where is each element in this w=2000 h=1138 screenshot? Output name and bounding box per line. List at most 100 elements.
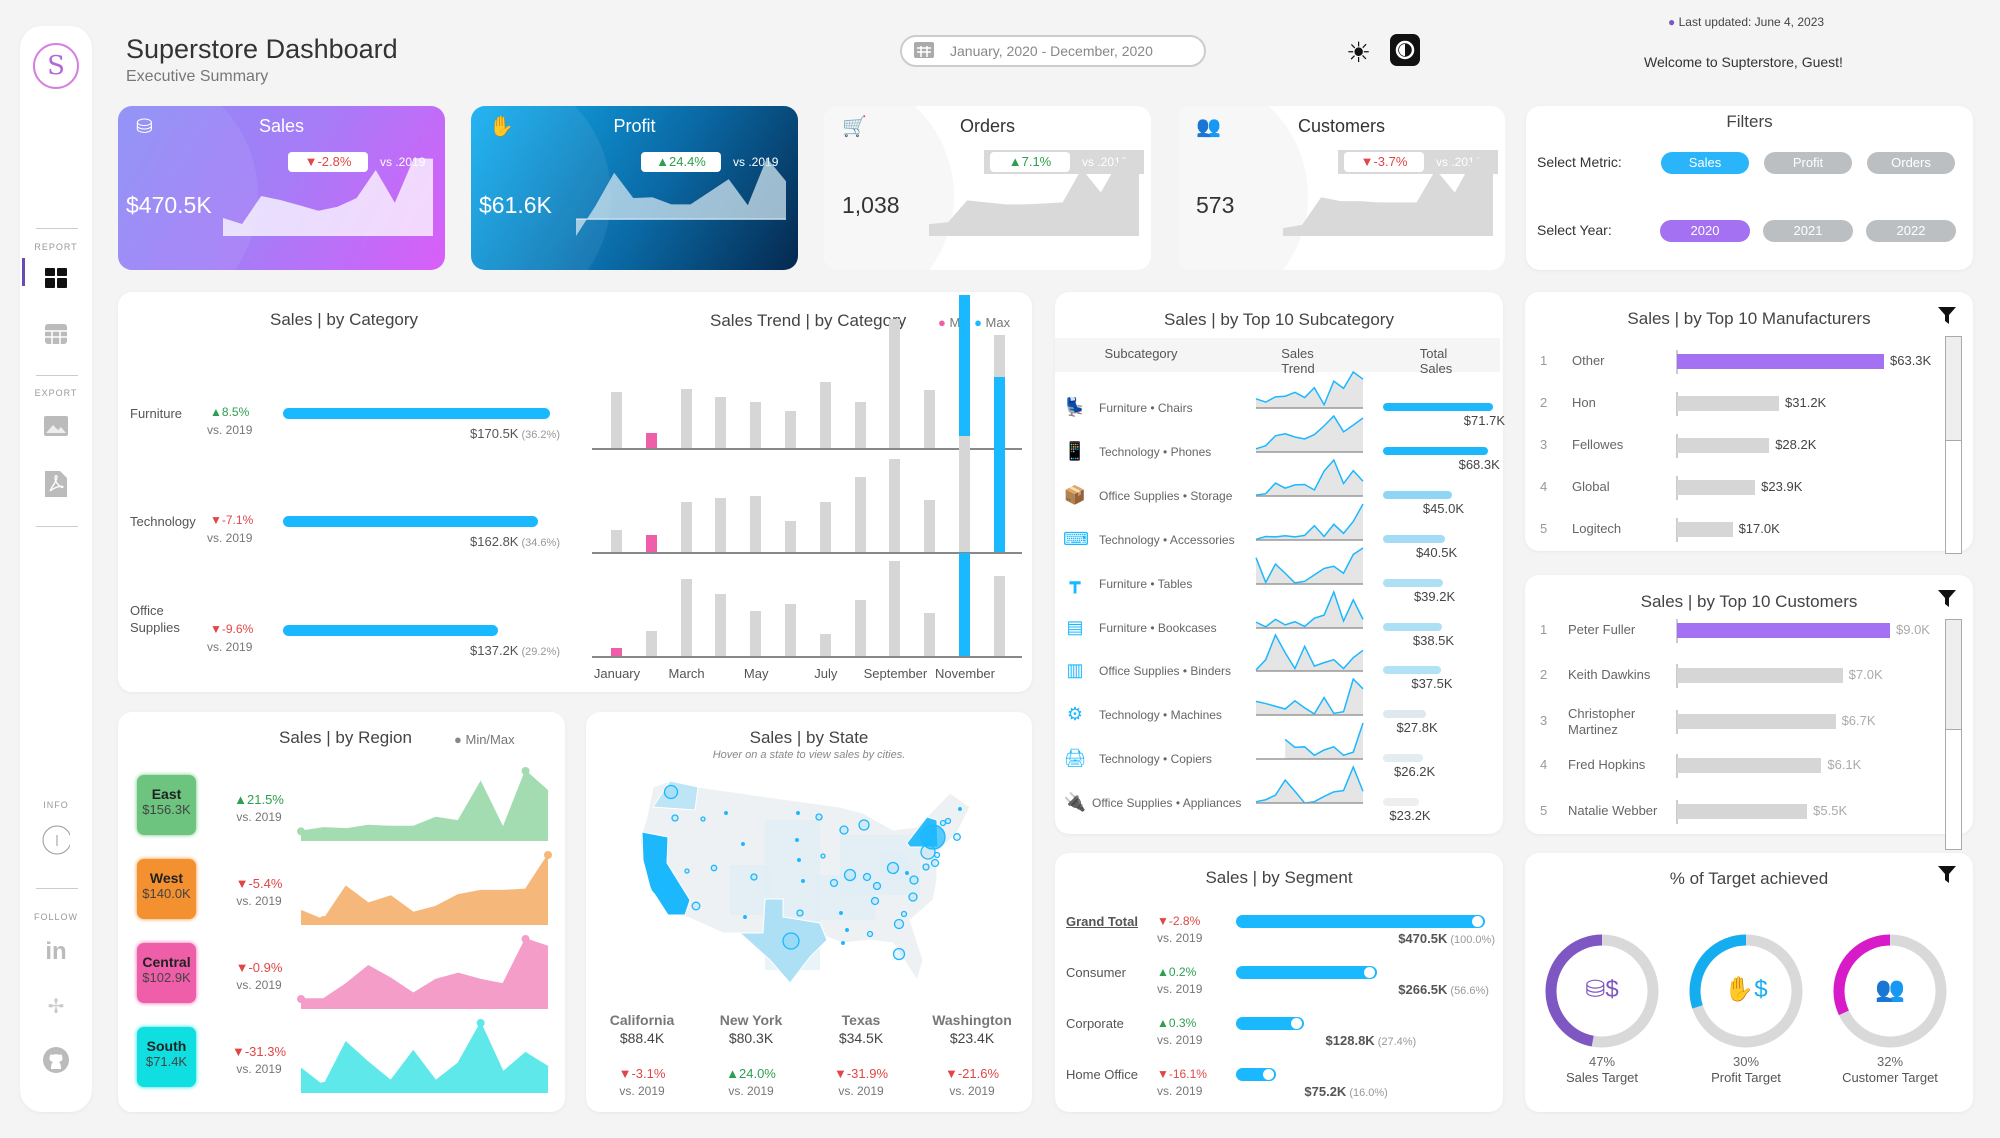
monthly-sales-bar[interactable]: [611, 647, 622, 656]
monthly-sales-bar[interactable]: [889, 561, 901, 656]
subcategory-sales-bar[interactable]: [1383, 578, 1444, 587]
city-sales-bubble[interactable]: [801, 879, 805, 883]
customers-bar[interactable]: [1677, 714, 1836, 729]
customers-bar[interactable]: [1677, 758, 1822, 773]
date-range-picker[interactable]: January, 2020 - December, 2020: [900, 35, 1206, 67]
city-sales-bubble[interactable]: [815, 813, 823, 821]
monthly-sales-bar[interactable]: [924, 499, 936, 552]
city-sales-bubble[interactable]: [829, 878, 839, 888]
city-sales-bubble[interactable]: [908, 892, 918, 902]
year-option-2020[interactable]: 2020: [1660, 220, 1750, 242]
city-sales-bubble[interactable]: [930, 858, 940, 868]
manufacturers-bar[interactable]: [1677, 438, 1770, 453]
city-sales-bubble[interactable]: [858, 819, 870, 831]
kpi-card-profit[interactable]: ✋ Profit ▲24.4% vs .2019 $61.6K: [471, 106, 798, 270]
monthly-sales-bar[interactable]: [959, 435, 970, 552]
segment-bar-knob[interactable]: [1262, 1069, 1274, 1080]
customers-filter-icon[interactable]: [1938, 590, 1956, 613]
city-sales-bubble[interactable]: [663, 784, 679, 800]
subcategory-sales-bar[interactable]: [1383, 710, 1426, 719]
monthly-sales-bar[interactable]: [680, 501, 692, 552]
city-sales-bubble[interactable]: [743, 915, 747, 919]
subcategory-sales-bar[interactable]: [1383, 754, 1424, 763]
city-sales-bubble[interactable]: [872, 881, 882, 891]
linkedin-icon[interactable]: in: [45, 938, 67, 965]
monthly-sales-bar[interactable]: [924, 613, 936, 656]
github-icon[interactable]: [42, 1046, 70, 1074]
subcategory-sales-bar[interactable]: [1383, 622, 1443, 631]
kpi-card-sales[interactable]: ⛁ Sales ▼-2.8% vs .2019 $470.5K: [118, 106, 445, 270]
manufacturers-bar[interactable]: [1677, 354, 1884, 369]
region-badge-east[interactable]: East $156.3K: [137, 775, 196, 835]
light-mode-icon[interactable]: ☀: [1346, 37, 1372, 68]
monthly-sales-bar[interactable]: [750, 611, 762, 656]
city-sales-bubble[interactable]: [862, 872, 872, 882]
city-sales-bubble[interactable]: [886, 861, 900, 875]
manufacturers-scrollbar[interactable]: [1945, 336, 1962, 554]
monthly-sales-bar[interactable]: [750, 401, 762, 448]
city-sales-bubble[interactable]: [839, 825, 849, 835]
city-sales-bubble[interactable]: [958, 807, 962, 811]
kpi-card-orders[interactable]: 🛒 Orders ▲7.1% vs .2019 1,038: [824, 106, 1151, 270]
segment-bar-knob[interactable]: [1363, 967, 1375, 978]
dark-mode-toggle-icon[interactable]: [1390, 34, 1420, 66]
city-sales-bubble[interactable]: [944, 817, 952, 825]
monthly-sales-bar[interactable]: [680, 388, 692, 448]
monthly-sales-bar[interactable]: [750, 496, 762, 552]
city-sales-bubble[interactable]: [939, 819, 947, 827]
manufacturers-bar[interactable]: [1677, 480, 1756, 495]
city-sales-bubble[interactable]: [820, 853, 826, 859]
monthly-sales-bar[interactable]: [819, 633, 831, 656]
city-sales-bubble[interactable]: [920, 824, 946, 850]
manufacturers-filter-icon[interactable]: [1938, 307, 1956, 330]
year-option-2021[interactable]: 2021: [1763, 220, 1853, 242]
monthly-sales-bar[interactable]: [715, 594, 727, 656]
subcategory-sales-bar[interactable]: [1383, 798, 1419, 807]
state-shape-washington[interactable]: [652, 780, 699, 811]
monthly-sales-bar[interactable]: [889, 458, 901, 552]
monthly-sales-bar[interactable]: [785, 411, 796, 448]
dashboard-icon[interactable]: [42, 264, 70, 292]
city-sales-bubble[interactable]: [843, 868, 857, 882]
city-sales-bubble[interactable]: [797, 858, 801, 862]
monthly-sales-bar[interactable]: [645, 631, 657, 656]
targets-filter-icon[interactable]: [1938, 866, 1956, 889]
kpi-card-customers[interactable]: 👥 Customers ▼-3.7% vs .2019 573: [1178, 106, 1505, 270]
city-sales-bubble[interactable]: [724, 811, 728, 815]
customers-scrollbar[interactable]: [1945, 619, 1962, 850]
monthly-sales-bar[interactable]: [715, 497, 727, 552]
city-sales-bubble[interactable]: [922, 863, 930, 871]
monthly-sales-bar[interactable]: [611, 529, 622, 552]
city-sales-bubble[interactable]: [845, 928, 849, 932]
segment-bar[interactable]: [1236, 915, 1485, 928]
target-donut[interactable]: [1830, 931, 1950, 1051]
manufacturers-bar[interactable]: [1677, 396, 1780, 411]
monthly-sales-bar[interactable]: [611, 391, 622, 448]
city-sales-bubble[interactable]: [671, 814, 679, 822]
year-option-2022[interactable]: 2022: [1866, 220, 1956, 242]
monthly-sales-bar[interactable]: [854, 476, 866, 552]
monthly-sales-bar[interactable]: [715, 397, 727, 448]
segment-bar-knob[interactable]: [1291, 1018, 1303, 1029]
info-icon[interactable]: [42, 825, 70, 855]
table-view-icon[interactable]: [42, 320, 70, 348]
monthly-sales-bar[interactable]: [959, 552, 970, 656]
city-sales-bubble[interactable]: [909, 875, 919, 885]
region-badge-south[interactable]: South $71.4K: [137, 1027, 196, 1087]
monthly-sales-bar[interactable]: [889, 319, 901, 448]
city-sales-bubble[interactable]: [893, 918, 905, 930]
subcategory-sales-bar[interactable]: [1383, 490, 1453, 499]
monthly-sales-bar[interactable]: [854, 401, 866, 448]
category-sales-bar[interactable]: [283, 408, 550, 419]
monthly-sales-bar[interactable]: [785, 521, 796, 552]
subcategory-sales-bar[interactable]: [1383, 666, 1441, 675]
customers-bar[interactable]: [1677, 668, 1843, 683]
city-sales-bubble[interactable]: [795, 838, 799, 842]
region-badge-central[interactable]: Central $102.9K: [137, 943, 196, 1003]
state-shape-region[interactable]: [815, 875, 875, 920]
city-sales-bubble[interactable]: [750, 873, 758, 881]
state-shape-region[interactable]: [880, 850, 910, 880]
city-sales-bubble[interactable]: [691, 901, 701, 911]
customers-bar[interactable]: [1677, 804, 1808, 819]
city-sales-bubble[interactable]: [650, 871, 676, 897]
